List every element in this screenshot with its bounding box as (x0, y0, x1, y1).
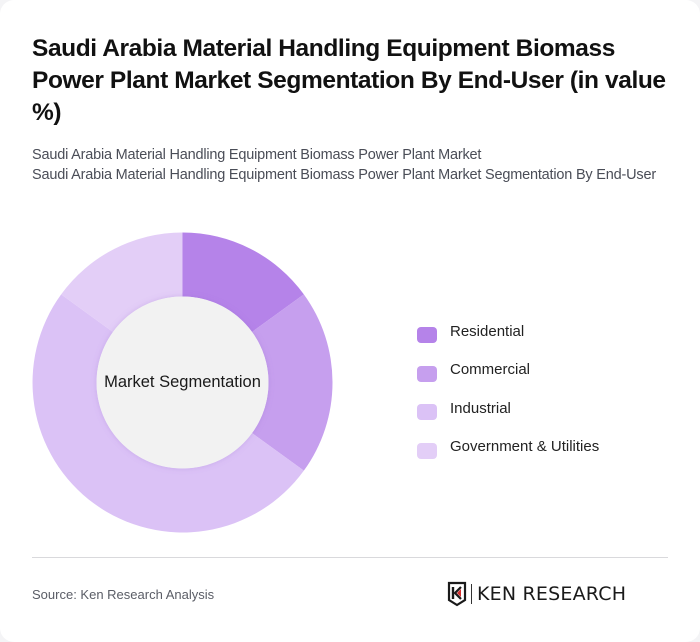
source-text: Source: Ken Research Analysis (32, 587, 215, 602)
legend-label: Commercial (450, 361, 531, 379)
legend: Residential Commercial Industrial Govern… (417, 316, 599, 470)
donut-slice-government-utilities[interactable] (61, 232, 183, 332)
subtitle-line-1: Saudi Arabia Material Handling Equipment… (32, 147, 482, 163)
page-title: Saudi Arabia Material Handling Equipment… (32, 35, 666, 126)
donut-slice-industrial[interactable] (32, 294, 304, 533)
subtitle-line-2: Saudi Arabia Material Handling Equipment… (32, 167, 656, 183)
donut-center (96, 296, 269, 469)
donut-slice-residential[interactable] (182, 232, 304, 332)
ken-research-logo: KEN RESEARCH (447, 580, 626, 608)
legend-item-residential[interactable]: Residential (417, 316, 599, 355)
donut-chart: Market Segmentation (30, 230, 335, 535)
subtitle: Saudi Arabia Material Handling Equipment… (32, 145, 672, 185)
legend-label: Government & Utilities (450, 438, 600, 456)
legend-item-government-utilities[interactable]: Government & Utilities (417, 432, 599, 471)
legend-item-commercial[interactable]: Commercial (417, 355, 599, 394)
donut-slice-commercial[interactable] (252, 294, 333, 471)
legend-item-industrial[interactable]: Industrial (417, 393, 599, 432)
legend-swatch-icon (417, 404, 437, 421)
ken-research-logo-icon (447, 581, 467, 607)
legend-label: Industrial (450, 399, 511, 417)
legend-swatch-icon (417, 365, 437, 382)
logo-wordmark: KEN RESEARCH (477, 583, 627, 605)
donut-chart-svg (32, 232, 333, 533)
legend-swatch-icon (417, 442, 437, 459)
legend-swatch-icon (417, 327, 437, 344)
logo-separator (471, 584, 472, 604)
legend-label: Residential (450, 322, 525, 340)
footer-divider (32, 557, 668, 558)
